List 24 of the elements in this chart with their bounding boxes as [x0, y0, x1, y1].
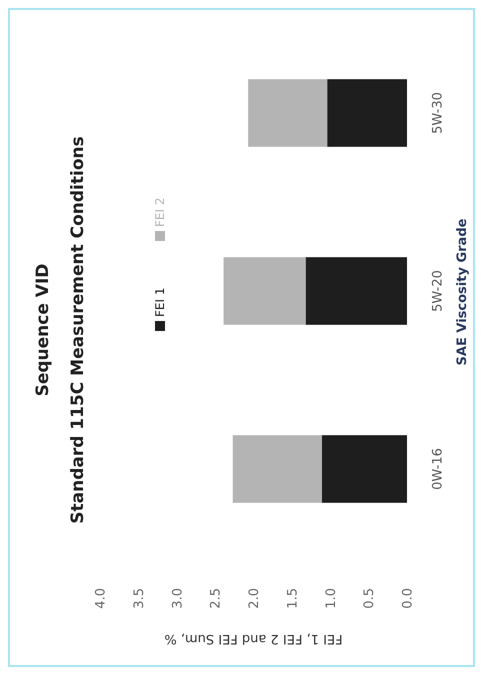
- x-tick-label: 4.0: [94, 588, 109, 609]
- text: Standard 115C Measurement Conditions: [68, 136, 88, 524]
- x-tick-label: 1.5: [285, 588, 300, 609]
- text: FEI 2: [153, 198, 168, 227]
- y-tick-label: 5W-30: [430, 92, 446, 134]
- x-axis-title: FEI 1, FEI 2 and FEI Sum, %: [164, 631, 343, 646]
- y-axis-title: SAE Viscosity Grade: [455, 218, 470, 366]
- y-tick-label: 0W-16: [430, 448, 446, 490]
- bar: [327, 79, 407, 147]
- x-tick-label: 3.0: [170, 588, 186, 609]
- x-tick-label: 2.5: [208, 588, 224, 609]
- x-tick-label: 2.0: [247, 588, 262, 609]
- y-tick-label: 5W-20: [430, 270, 446, 312]
- x-tick-label: 0.5: [362, 588, 378, 609]
- text: FEI 1: [153, 288, 168, 317]
- x-tick-label: 1.0: [324, 588, 339, 609]
- text: Sequence VID: [33, 264, 53, 396]
- bar: [322, 435, 407, 503]
- x-tick-label: 0.0: [400, 588, 416, 609]
- bar: [248, 79, 328, 147]
- bar: [306, 257, 407, 325]
- bar: [232, 435, 322, 503]
- bar: [224, 257, 306, 325]
- x-tick-label: 3.5: [132, 588, 147, 609]
